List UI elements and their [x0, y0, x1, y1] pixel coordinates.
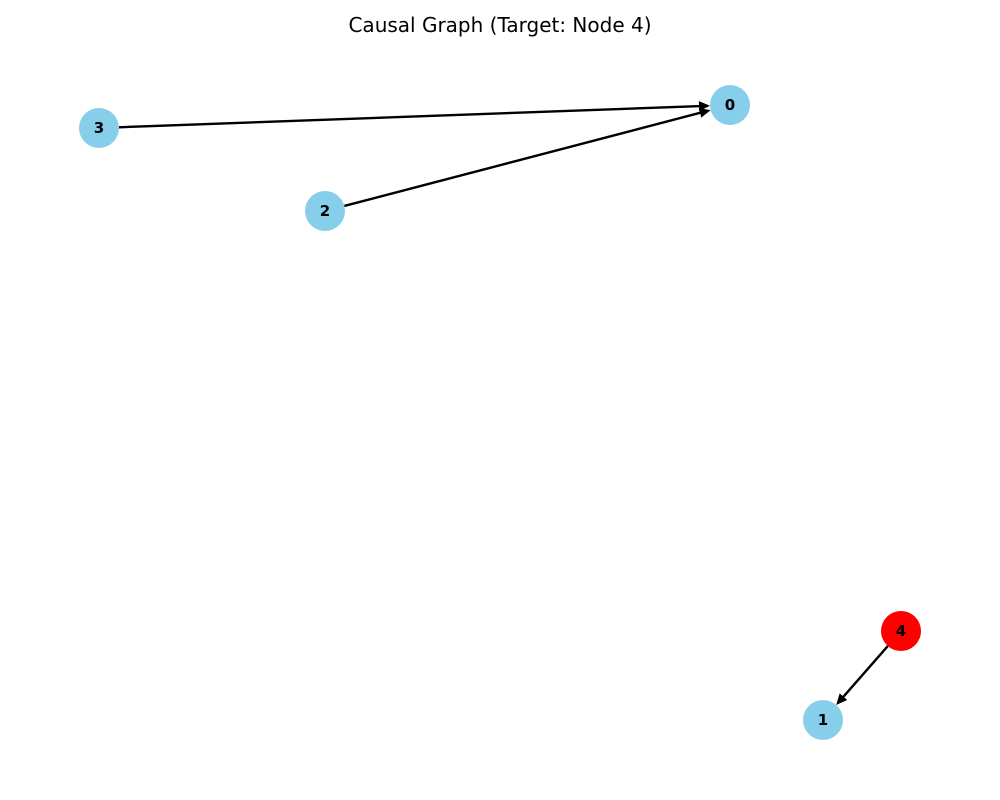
node-circle — [710, 85, 750, 125]
node-4: 4 — [881, 611, 921, 651]
edges-layer — [118, 101, 889, 705]
edge-line — [118, 104, 702, 129]
node-label: 4 — [896, 622, 906, 640]
edge-4-to-1 — [836, 645, 889, 705]
node-2: 2 — [305, 191, 345, 231]
node-label: 0 — [725, 96, 735, 114]
edge-2-to-0 — [344, 108, 711, 208]
arrowhead-icon — [836, 693, 848, 705]
node-label: 1 — [818, 711, 828, 729]
edge-line — [841, 645, 889, 699]
node-0: 0 — [710, 85, 750, 125]
node-circle — [803, 700, 843, 740]
edge-line — [344, 111, 703, 208]
node-label: 2 — [320, 202, 330, 220]
nodes-layer: 0 1 2 3 4 — [79, 85, 921, 740]
arrowhead-icon — [698, 108, 711, 118]
graph-title: Causal Graph (Target: Node 4) — [348, 13, 651, 37]
node-label: 3 — [94, 119, 104, 137]
node-3: 3 — [79, 108, 119, 148]
target-node-circle — [881, 611, 921, 651]
edge-3-to-0 — [118, 101, 711, 129]
node-circle — [79, 108, 119, 148]
node-circle — [305, 191, 345, 231]
node-1: 1 — [803, 700, 843, 740]
